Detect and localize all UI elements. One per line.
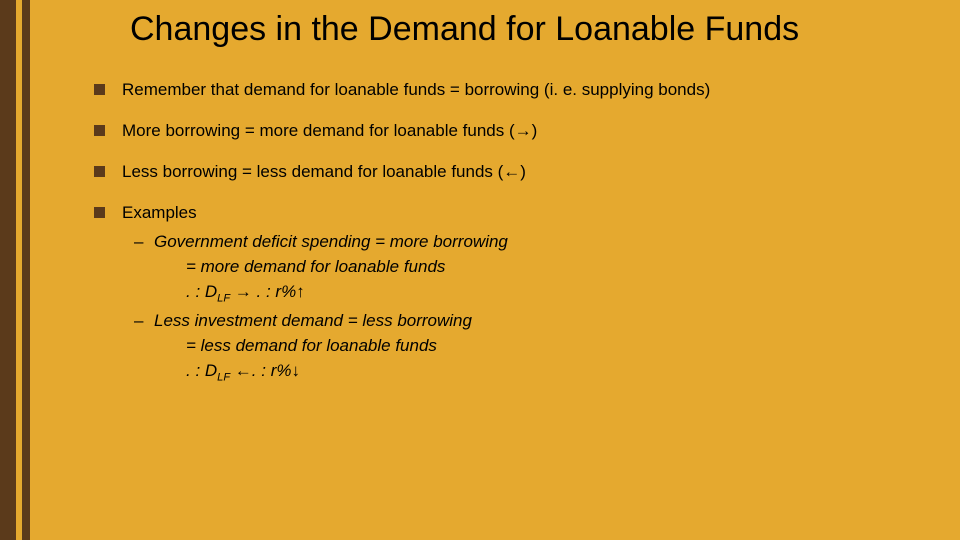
bullet-text: Remember that demand for loanable funds … [122, 80, 710, 99]
bullet-text: More borrowing = more demand for loanabl… [122, 121, 537, 140]
sub-list: Government deficit spending = more borro… [122, 231, 910, 385]
sub-item: Less investment demand = less borrowing =… [132, 310, 910, 385]
sub-item-lead: Less investment demand = less borrowing [154, 311, 472, 330]
accent-stripe-2 [22, 0, 30, 540]
sub-item-line: = more demand for loanable funds [154, 256, 910, 279]
slide-title: Changes in the Demand for Loanable Funds [130, 10, 910, 49]
sub-item-line: = less demand for loanable funds [154, 335, 910, 358]
bullet-text: Less borrowing = less demand for loanabl… [122, 162, 526, 181]
bullet-text: Examples [122, 203, 197, 222]
sub-item-line: . : DLF → . : r%↑ [154, 281, 910, 306]
bullet-item: Less borrowing = less demand for loanabl… [90, 161, 910, 184]
sub-item-line: . : DLF ←. : r%↓ [154, 360, 910, 385]
bullet-item: More borrowing = more demand for loanabl… [90, 120, 910, 143]
slide-content: Changes in the Demand for Loanable Funds… [30, 0, 960, 540]
sub-item: Government deficit spending = more borro… [132, 231, 910, 306]
bullet-list: Remember that demand for loanable funds … [90, 79, 910, 385]
bullet-item: Remember that demand for loanable funds … [90, 79, 910, 102]
bullet-item: Examples Government deficit spending = mo… [90, 202, 910, 385]
sub-item-lead: Government deficit spending = more borro… [154, 232, 508, 251]
accent-stripe-1 [0, 0, 16, 540]
